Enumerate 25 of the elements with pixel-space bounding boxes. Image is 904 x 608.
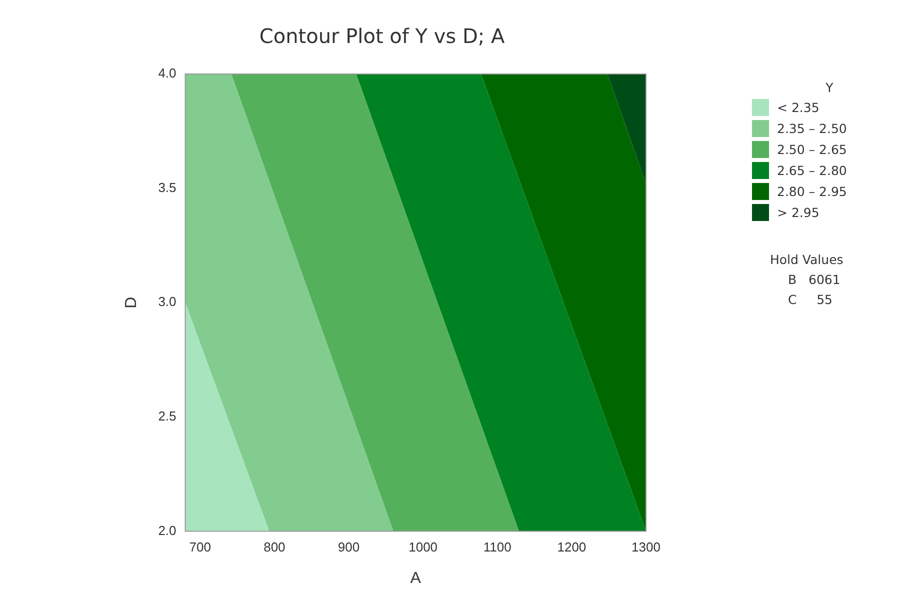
y-axis-title: D [123,296,140,308]
legend-label: 2.50 – 2.65 [777,142,848,157]
x-tick-label: 700 [189,540,211,555]
text: Hold Values [770,252,844,269]
y-tick-label: 3.0 [158,294,176,310]
x-tick-label: 800 [264,540,286,555]
legend-label: 2.80 – 2.95 [777,184,848,199]
legend-title: Y [824,80,834,95]
x-tick-label: 1000 [408,540,438,555]
y-tick-label: 3.5 [158,180,176,195]
legend-label: 2.35 – 2.50 [777,121,848,136]
y-tick-label: 2.5 [158,408,176,424]
text: C 55 [787,292,834,309]
x-tick-label: 1200 [557,540,586,555]
x-axis-title: A [410,570,422,587]
text: B 6061 [787,272,842,289]
legend-label: 2.65 – 2.80 [777,163,848,178]
y-tick-label: 2.0 [158,522,176,538]
x-tick-label: 900 [338,540,360,555]
x-tick-label: 1300 [632,540,660,555]
y-tick-label: 4.0 [158,66,176,81]
legend-label: > 2.95 [777,205,820,220]
legend-label: < 2.35 [777,100,820,115]
chart-title: Contour Plot of Y vs D; A [259,24,505,48]
x-tick-label: 1100 [483,540,512,555]
